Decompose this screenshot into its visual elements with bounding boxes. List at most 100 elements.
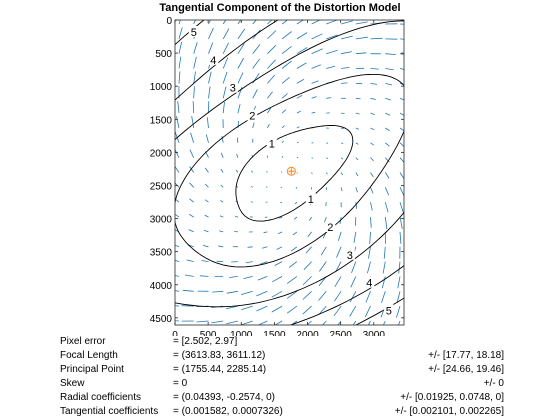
distortion-vector <box>311 80 319 84</box>
distortion-vector <box>350 276 357 288</box>
contour-label-bg <box>188 26 199 37</box>
distortion-vector <box>193 71 196 84</box>
contour-label: 5 <box>386 306 392 318</box>
distortion-vector <box>267 91 273 99</box>
distortion-vector <box>252 122 255 129</box>
distortion-vector <box>274 320 283 325</box>
distortion-vector <box>175 290 180 292</box>
distortion-vector <box>334 291 342 302</box>
distortion-vector <box>178 27 183 40</box>
distortion-vector <box>267 107 272 114</box>
distortion-vector <box>385 112 391 116</box>
distortion-vector <box>355 21 368 25</box>
distortion-vector <box>193 86 195 99</box>
distortion-vector <box>208 71 212 84</box>
distortion-vector <box>222 102 225 114</box>
distortion-vector <box>399 112 404 116</box>
distortion-vector <box>292 231 298 236</box>
distortion-vector <box>349 305 357 317</box>
contour-label-bg <box>383 304 394 316</box>
distortion-vector <box>226 305 238 310</box>
distortion-vector <box>399 53 404 55</box>
distortion-vector <box>365 291 371 303</box>
distortion-vector <box>175 275 180 277</box>
info-error: +/- [0.01925, 0.0748, 0] <box>400 392 504 403</box>
distortion-vector <box>226 320 238 325</box>
distortion-vector <box>189 198 194 203</box>
distortion-vector <box>341 35 353 40</box>
distortion-vector <box>240 290 253 295</box>
contour-line <box>175 73 404 268</box>
distortion-vector <box>235 169 239 173</box>
distortion-vector <box>369 231 371 244</box>
distortion-vector <box>220 200 224 203</box>
distortion-vector <box>383 246 386 259</box>
distortion-vector <box>352 320 357 325</box>
distortion-vector <box>370 83 378 85</box>
contour-label: 3 <box>230 83 236 95</box>
distortion-vector <box>204 214 209 218</box>
distortion-vector <box>281 76 290 84</box>
info-row: Pixel error = [2.502, 2.97] <box>0 336 560 350</box>
distortion-vector <box>370 187 374 194</box>
distortion-vector <box>340 187 343 192</box>
info-label: Tangential coefficients <box>60 406 159 417</box>
contour-label: 1 <box>308 194 314 206</box>
distortion-vector <box>296 20 305 25</box>
contour-line <box>175 20 404 308</box>
distortion-vector <box>256 305 268 312</box>
distortion-vector <box>349 291 357 303</box>
distortion-vector <box>206 117 209 129</box>
distortion-vector <box>311 111 316 114</box>
distortion-vector <box>175 198 180 203</box>
distortion-vector <box>241 320 253 325</box>
distortion-vector <box>279 216 283 219</box>
distortion-vector <box>178 71 181 84</box>
contour-label: 5 <box>191 27 197 39</box>
distortion-vector <box>175 244 180 248</box>
distortion-vector <box>370 202 373 211</box>
distortion-vector <box>319 261 327 272</box>
distortion-vector <box>186 259 194 262</box>
distortion-vector <box>178 20 181 25</box>
y-tick-label: 500 <box>155 49 172 60</box>
distortion-vector <box>355 36 368 40</box>
distortion-vector <box>189 182 194 188</box>
distortion-vector <box>202 245 209 248</box>
distortion-vector <box>399 23 404 25</box>
distortion-vector <box>355 172 359 177</box>
distortion-vector <box>384 217 388 229</box>
distortion-vector <box>237 57 245 69</box>
info-row: Focal Length = (3613.83, 3611.12) +/- [1… <box>0 350 560 364</box>
y-tick-label: 2000 <box>150 148 173 159</box>
distortion-vector <box>241 305 253 311</box>
distortion-vector <box>218 245 224 248</box>
distortion-vector <box>267 30 277 40</box>
distortion-vector <box>296 47 308 55</box>
distortion-vector <box>398 261 401 274</box>
distortion-vector <box>208 27 214 40</box>
distortion-vector <box>340 127 344 130</box>
distortion-vector <box>351 261 357 273</box>
distortion-vector <box>307 231 312 238</box>
distortion-vector <box>399 202 404 214</box>
distortion-vector <box>336 246 342 258</box>
chart-title: Tangential Component of the Distortion M… <box>159 2 401 14</box>
distortion-vector <box>326 65 336 69</box>
distortion-vector <box>237 43 245 54</box>
distortion-vector <box>271 305 283 313</box>
y-tick-label: 4500 <box>150 314 173 325</box>
distortion-vector <box>276 246 283 250</box>
contour-line <box>235 125 354 222</box>
distortion-vector <box>267 20 273 25</box>
distortion-vector <box>236 153 239 158</box>
info-value: = (0.04393, -0.2574, 0) <box>173 392 276 403</box>
distortion-vector <box>257 276 268 281</box>
contour-label-bg <box>227 81 238 93</box>
distortion-vector <box>175 182 180 188</box>
info-row: Skew = 0 +/- 0 <box>0 378 560 392</box>
distortion-vector <box>397 276 401 289</box>
distortion-vector <box>370 37 383 40</box>
distortion-vector <box>267 123 270 129</box>
y-tick-label: 0 <box>166 16 172 27</box>
